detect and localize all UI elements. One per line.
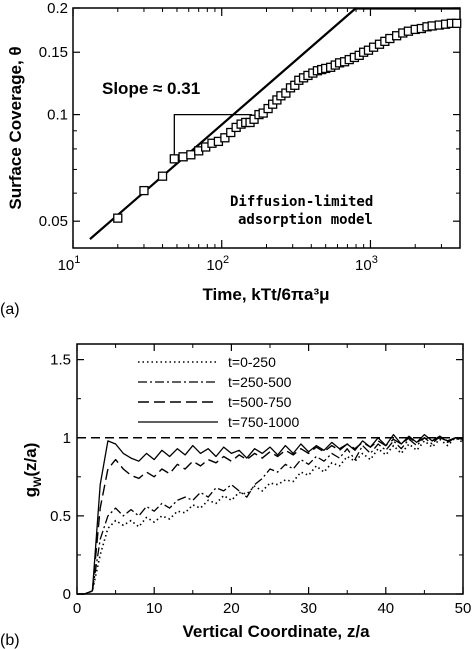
slope-triangle xyxy=(173,113,253,157)
x-tick-label: 40 xyxy=(377,600,394,617)
x-tick-label-base: 10 xyxy=(58,257,75,274)
data-point xyxy=(249,114,259,124)
panel-a-y-ticks: 0.05 0.1 0.15 0.2 xyxy=(39,0,460,230)
y-tick-label: 0.15 xyxy=(39,44,68,61)
x-tick-label: 50 xyxy=(455,600,472,617)
fit-line xyxy=(89,7,357,240)
panel-b-y-axis-title: gW(z/a) xyxy=(21,443,44,498)
x-tick-label-base: 10 xyxy=(355,257,372,274)
series-line-3 xyxy=(77,435,464,595)
x-tick-label: 20 xyxy=(223,600,240,617)
data-point xyxy=(157,171,168,181)
panel-b-label: (b) xyxy=(0,632,20,649)
series-line-1 xyxy=(77,436,464,595)
panel-b: 0 0.5 1 1.5 0 10 20 30 40 50 t=0-250 t=250-500 t=5… xyxy=(0,343,472,649)
data-point xyxy=(186,150,196,160)
panel-b-y-axis-title-sub: W xyxy=(32,476,44,487)
x-tick-label: 103 xyxy=(355,254,378,274)
data-point xyxy=(452,18,462,29)
legend-label-4: t=750-1000 xyxy=(228,414,299,430)
panel-b-x-ticks: 0 10 20 30 40 50 xyxy=(73,344,472,617)
y-tick-label: 1 xyxy=(63,430,71,447)
panel-b-y-axis-title-main: g xyxy=(21,487,40,497)
data-point xyxy=(178,152,188,162)
data-point xyxy=(226,127,236,138)
panel-a-y-axis-title: Surface Coverage, θ xyxy=(6,46,25,209)
data-point xyxy=(220,133,230,143)
x-tick-label: 10 xyxy=(146,600,163,617)
y-tick-label: 0.05 xyxy=(39,213,68,230)
y-tick-label: 0.1 xyxy=(47,107,68,124)
panel-b-series xyxy=(77,433,464,595)
x-tick-label: 0 xyxy=(73,600,81,617)
x-tick-label-base: 10 xyxy=(206,257,223,274)
panel-a-slope-annotation: Slope ≈ 0.31 xyxy=(102,79,200,98)
x-tick-label: 102 xyxy=(206,254,229,274)
data-point xyxy=(169,154,179,164)
panel-b-legend: t=0-250 t=250-500 t=500-750 t=750-1000 xyxy=(138,354,299,430)
series-line-2 xyxy=(77,435,464,595)
y-tick-label: 0.2 xyxy=(47,0,68,17)
x-tick-label: 101 xyxy=(58,254,81,274)
x-tick-label-exponent: 3 xyxy=(372,254,378,266)
panel-a-model-label-line2: adsorption model xyxy=(238,212,373,228)
panel-a-model-label-line1: Diffusion-limited xyxy=(230,194,373,210)
panel-b-x-axis-title: Vertical Coordinate, z/a xyxy=(182,622,370,641)
x-tick-label-exponent: 2 xyxy=(223,254,229,266)
legend-label-2: t=250-500 xyxy=(228,374,292,390)
legend-label-3: t=500-750 xyxy=(228,394,292,410)
panel-a-lines xyxy=(89,7,460,240)
panel-b-y-ticks: 0 0.5 1 1.5 xyxy=(50,352,463,603)
panel-a-label: (a) xyxy=(0,301,20,318)
series-line-4 xyxy=(77,433,464,595)
x-tick-label: 30 xyxy=(300,600,317,617)
panel-a-data-points xyxy=(113,18,462,223)
y-tick-label: 0.5 xyxy=(50,508,71,525)
data-point xyxy=(113,213,123,223)
data-point xyxy=(139,185,149,196)
y-tick-label: 0 xyxy=(63,586,71,603)
x-tick-label-exponent: 1 xyxy=(74,254,80,266)
panel-a-x-ticks: 101 102 103 xyxy=(58,8,461,274)
legend-label-1: t=0-250 xyxy=(228,354,276,370)
y-tick-label: 1.5 xyxy=(50,352,71,369)
panel-b-y-axis-title-tail: (z/a) xyxy=(21,443,40,477)
panel-a: 0.050.10.150.2 101 102 103 Slope ≈ 0.31 Di… xyxy=(0,0,462,318)
panel-a-x-axis-title: Time, kTt/6πa³μ xyxy=(202,285,329,304)
